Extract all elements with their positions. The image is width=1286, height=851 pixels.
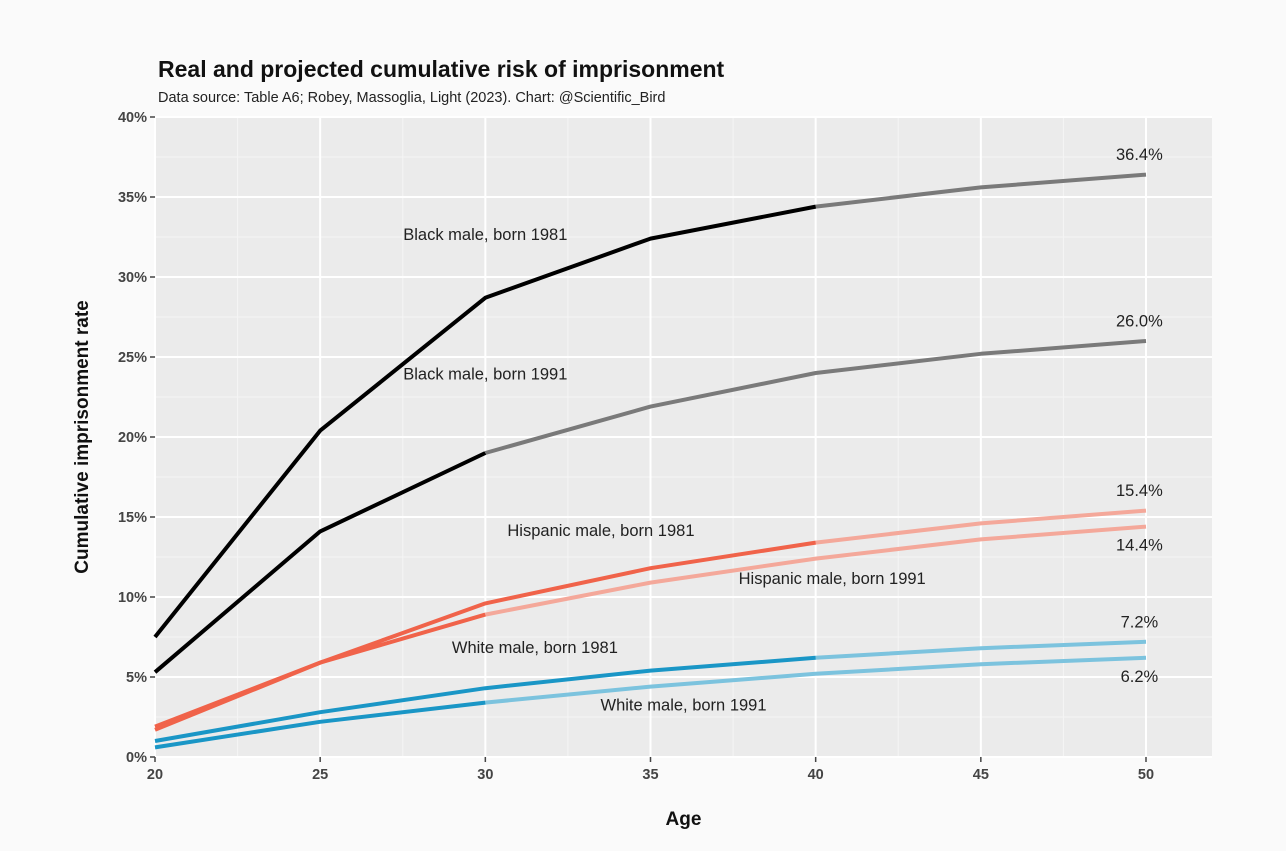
end-value-label: 26.0% (1116, 313, 1163, 331)
grid-lines (154, 116, 1212, 758)
x-tick-label: 40 (808, 767, 824, 783)
x-tick-label: 50 (1138, 767, 1154, 783)
x-tick-label: 25 (312, 767, 328, 783)
x-tick-label: 30 (477, 767, 493, 783)
series-4 (154, 639, 1147, 743)
series-label: White male, born 1981 (452, 639, 618, 657)
y-tick-label: 0% (126, 750, 147, 766)
real-line (154, 612, 486, 732)
x-tick-label: 35 (642, 767, 658, 783)
real-line (153, 204, 817, 639)
real-line (154, 700, 486, 750)
series-5 (154, 655, 1147, 750)
y-tick-label: 40% (118, 110, 147, 126)
end-value-label: 7.2% (1121, 613, 1159, 631)
projected-line (484, 524, 1147, 617)
series-label: White male, born 1991 (601, 697, 767, 715)
projected-line (815, 508, 1147, 545)
series-label: Hispanic male, born 1991 (739, 570, 926, 588)
y-tick-label: 35% (118, 190, 147, 206)
projected-line (815, 172, 1147, 209)
x-tick-label: 45 (973, 767, 989, 783)
end-value-label: 15.4% (1116, 482, 1163, 500)
y-tick-label: 5% (126, 670, 147, 686)
real-line (153, 451, 487, 674)
y-tick-label: 10% (118, 590, 147, 606)
series-lines (153, 172, 1147, 750)
x-axis-title: Age (666, 809, 702, 830)
end-value-label: 6.2% (1121, 668, 1159, 686)
series-label: Black male, born 1981 (403, 226, 567, 244)
series-3 (154, 524, 1147, 732)
chart-subtitle: Data source: Table A6; Robey, Massoglia,… (158, 90, 666, 106)
annotations: Black male, born 1981 36.4% Black male, bo… (403, 146, 1163, 714)
y-axis-title: Cumulative imprisonment rate (72, 300, 93, 573)
axes: 0% 5% 10% 15% 20% 25% 30% 35% 40% 20 25 30 35 40 45 50 (118, 110, 1154, 783)
y-tick-label: 15% (118, 510, 147, 526)
end-value-label: 14.4% (1116, 537, 1163, 555)
series-label: Hispanic male, born 1981 (507, 522, 694, 540)
end-value-label: 36.4% (1116, 146, 1163, 164)
projected-line (815, 639, 1147, 660)
series-label: Black male, born 1991 (403, 365, 567, 383)
x-tick-label: 20 (147, 767, 163, 783)
y-tick-label: 20% (118, 430, 147, 446)
chart-title: Real and projected cumulative risk of im… (158, 56, 725, 82)
series-1 (153, 339, 1147, 674)
series-0 (153, 172, 1147, 639)
real-line (154, 655, 816, 743)
y-tick-label: 25% (118, 350, 147, 366)
projected-line (484, 339, 1147, 455)
y-tick-label: 30% (118, 270, 147, 286)
projected-line (485, 655, 1147, 705)
